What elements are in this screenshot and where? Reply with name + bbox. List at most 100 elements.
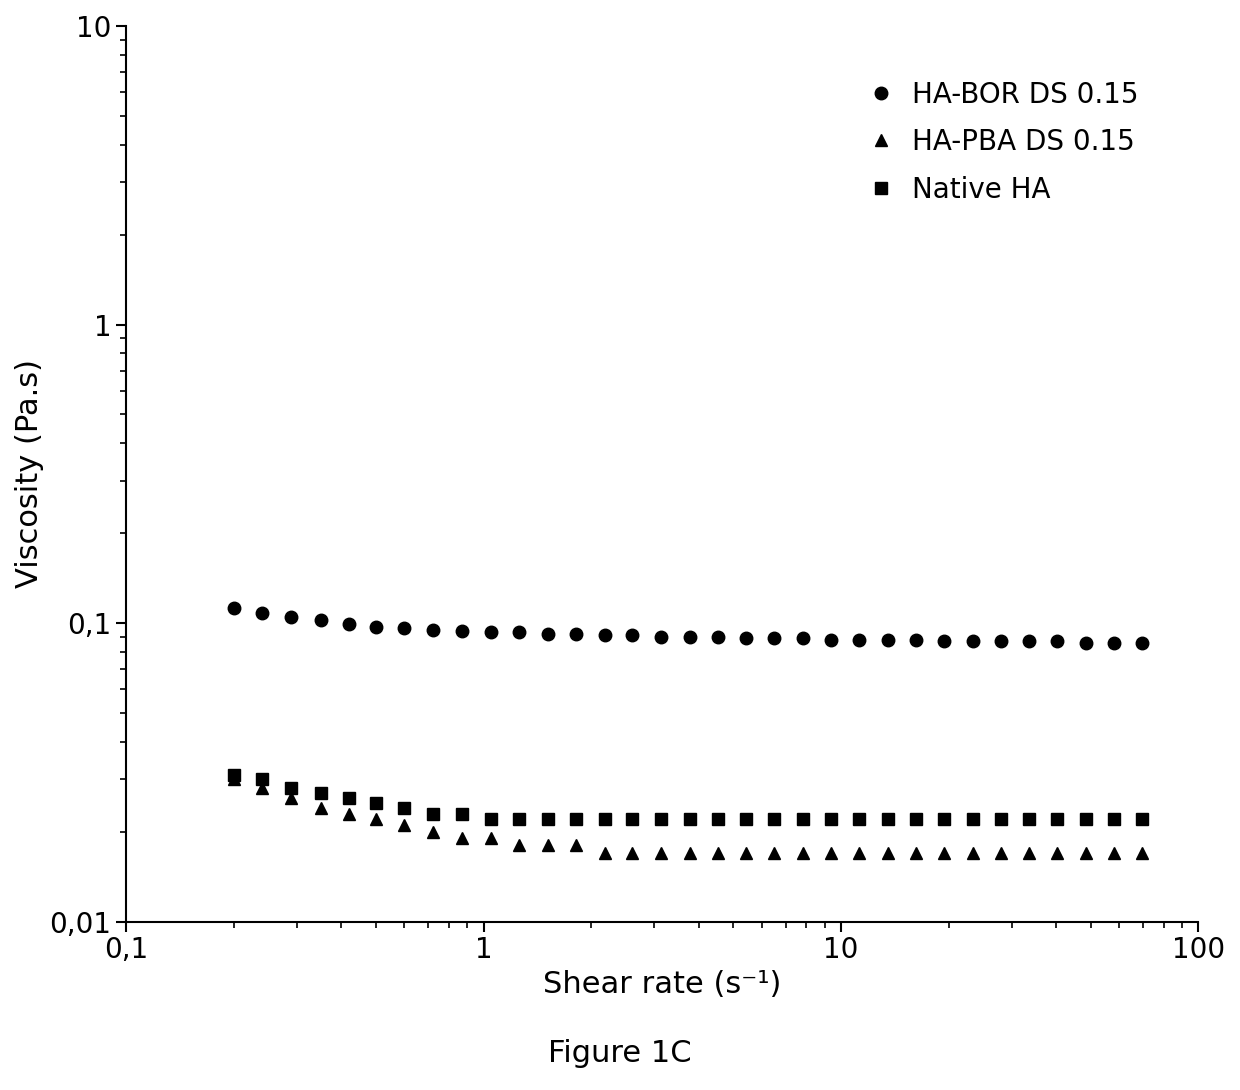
Native HA bbox=[598, 813, 613, 826]
HA-BOR DS 0.15 bbox=[425, 623, 440, 637]
HA-PBA DS 0.15 bbox=[284, 791, 299, 804]
HA-PBA DS 0.15 bbox=[852, 846, 867, 859]
HA-BOR DS 0.15 bbox=[284, 610, 299, 623]
HA-PBA DS 0.15 bbox=[795, 846, 810, 859]
HA-BOR DS 0.15 bbox=[598, 629, 613, 642]
HA-PBA DS 0.15 bbox=[965, 846, 980, 859]
X-axis label: Shear rate (s⁻¹): Shear rate (s⁻¹) bbox=[543, 970, 781, 998]
HA-PBA DS 0.15 bbox=[512, 839, 527, 852]
Native HA bbox=[965, 813, 980, 826]
HA-BOR DS 0.15 bbox=[341, 618, 356, 631]
HA-BOR DS 0.15 bbox=[795, 631, 810, 644]
HA-BOR DS 0.15 bbox=[568, 628, 583, 641]
HA-BOR DS 0.15 bbox=[484, 626, 498, 639]
HA-PBA DS 0.15 bbox=[1050, 846, 1065, 859]
HA-PBA DS 0.15 bbox=[484, 832, 498, 845]
Native HA bbox=[425, 807, 440, 820]
HA-BOR DS 0.15 bbox=[254, 606, 269, 619]
HA-PBA DS 0.15 bbox=[1022, 846, 1037, 859]
HA-PBA DS 0.15 bbox=[541, 839, 556, 852]
Native HA bbox=[568, 813, 583, 826]
HA-PBA DS 0.15 bbox=[653, 846, 668, 859]
HA-BOR DS 0.15 bbox=[766, 631, 781, 644]
Native HA bbox=[226, 768, 241, 782]
Line: HA-PBA DS 0.15: HA-PBA DS 0.15 bbox=[227, 773, 1148, 859]
HA-PBA DS 0.15 bbox=[455, 832, 470, 845]
HA-BOR DS 0.15 bbox=[936, 634, 951, 647]
Native HA bbox=[682, 813, 697, 826]
Native HA bbox=[512, 813, 527, 826]
HA-PBA DS 0.15 bbox=[766, 846, 781, 859]
Y-axis label: Viscosity (Pa.s): Viscosity (Pa.s) bbox=[15, 360, 43, 589]
HA-BOR DS 0.15 bbox=[368, 620, 383, 633]
HA-PBA DS 0.15 bbox=[625, 846, 640, 859]
Legend: HA-BOR DS 0.15, HA-PBA DS 0.15, Native HA: HA-BOR DS 0.15, HA-PBA DS 0.15, Native H… bbox=[859, 66, 1152, 217]
HA-PBA DS 0.15 bbox=[909, 846, 924, 859]
HA-PBA DS 0.15 bbox=[880, 846, 895, 859]
HA-BOR DS 0.15 bbox=[965, 634, 980, 647]
HA-PBA DS 0.15 bbox=[823, 846, 838, 859]
HA-PBA DS 0.15 bbox=[568, 839, 583, 852]
Native HA bbox=[993, 813, 1008, 826]
HA-BOR DS 0.15 bbox=[711, 630, 725, 643]
Native HA bbox=[1079, 813, 1094, 826]
HA-BOR DS 0.15 bbox=[852, 633, 867, 646]
Native HA bbox=[397, 801, 412, 814]
Native HA bbox=[739, 813, 754, 826]
HA-BOR DS 0.15 bbox=[880, 633, 895, 646]
HA-BOR DS 0.15 bbox=[1022, 634, 1037, 647]
HA-PBA DS 0.15 bbox=[1079, 846, 1094, 859]
HA-PBA DS 0.15 bbox=[598, 846, 613, 859]
HA-BOR DS 0.15 bbox=[625, 629, 640, 642]
HA-BOR DS 0.15 bbox=[1106, 637, 1121, 650]
HA-PBA DS 0.15 bbox=[341, 807, 356, 820]
HA-PBA DS 0.15 bbox=[254, 782, 269, 795]
Native HA bbox=[766, 813, 781, 826]
HA-BOR DS 0.15 bbox=[314, 614, 329, 627]
HA-BOR DS 0.15 bbox=[1135, 637, 1149, 650]
HA-PBA DS 0.15 bbox=[425, 825, 440, 838]
Native HA bbox=[1022, 813, 1037, 826]
HA-BOR DS 0.15 bbox=[739, 631, 754, 644]
Native HA bbox=[314, 786, 329, 799]
Native HA bbox=[1135, 813, 1149, 826]
HA-PBA DS 0.15 bbox=[314, 801, 329, 814]
HA-BOR DS 0.15 bbox=[823, 633, 838, 646]
Native HA bbox=[484, 813, 498, 826]
HA-PBA DS 0.15 bbox=[682, 846, 697, 859]
HA-BOR DS 0.15 bbox=[512, 626, 527, 639]
Line: HA-BOR DS 0.15: HA-BOR DS 0.15 bbox=[227, 602, 1148, 649]
HA-PBA DS 0.15 bbox=[1106, 846, 1121, 859]
Native HA bbox=[284, 782, 299, 795]
Native HA bbox=[653, 813, 668, 826]
Native HA bbox=[625, 813, 640, 826]
HA-BOR DS 0.15 bbox=[1050, 634, 1065, 647]
HA-PBA DS 0.15 bbox=[936, 846, 951, 859]
Native HA bbox=[711, 813, 725, 826]
HA-PBA DS 0.15 bbox=[1135, 846, 1149, 859]
Native HA bbox=[795, 813, 810, 826]
Native HA bbox=[541, 813, 556, 826]
Native HA bbox=[909, 813, 924, 826]
HA-PBA DS 0.15 bbox=[993, 846, 1008, 859]
HA-BOR DS 0.15 bbox=[226, 602, 241, 615]
HA-BOR DS 0.15 bbox=[397, 621, 412, 634]
Native HA bbox=[368, 796, 383, 809]
Native HA bbox=[852, 813, 867, 826]
HA-PBA DS 0.15 bbox=[711, 846, 725, 859]
HA-PBA DS 0.15 bbox=[226, 773, 241, 786]
Line: Native HA: Native HA bbox=[227, 768, 1148, 825]
Native HA bbox=[1106, 813, 1121, 826]
Text: Figure 1C: Figure 1C bbox=[548, 1039, 692, 1068]
Native HA bbox=[254, 773, 269, 786]
HA-BOR DS 0.15 bbox=[541, 628, 556, 641]
Native HA bbox=[823, 813, 838, 826]
HA-PBA DS 0.15 bbox=[368, 813, 383, 826]
HA-BOR DS 0.15 bbox=[455, 625, 470, 638]
Native HA bbox=[880, 813, 895, 826]
HA-BOR DS 0.15 bbox=[993, 634, 1008, 647]
Native HA bbox=[455, 807, 470, 820]
Native HA bbox=[936, 813, 951, 826]
HA-BOR DS 0.15 bbox=[682, 630, 697, 643]
HA-BOR DS 0.15 bbox=[909, 633, 924, 646]
